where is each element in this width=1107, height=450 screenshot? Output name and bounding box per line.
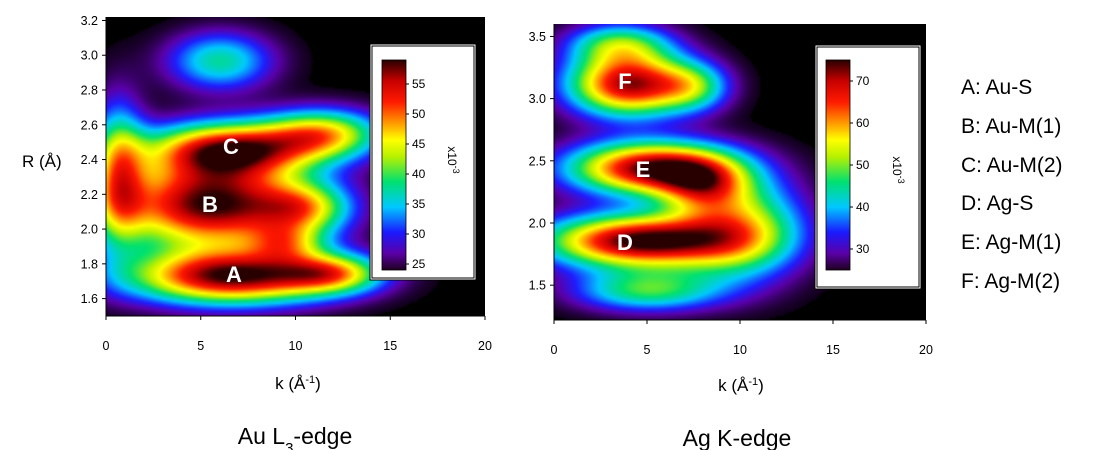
- au-colorbar-tick-label: 30: [412, 227, 426, 241]
- au-y-tick-label: 1.6: [81, 292, 98, 306]
- ag-x-tick-label: 20: [919, 343, 933, 357]
- au-y-tick-label: 2.2: [81, 188, 98, 202]
- legend-item-c: C: Au-M(2): [961, 154, 1063, 177]
- au-x-tick-label: 10: [289, 339, 303, 353]
- ag-colorbar-tick-label: 40: [856, 200, 870, 214]
- au-x-tick-label: 5: [197, 339, 204, 353]
- au-colorbar-frame: [371, 45, 475, 279]
- au-peak-labels: A B C: [202, 134, 242, 287]
- ag-axes: 1.5 2.0 2.5 3.0 3.5 0 5 10 15 20: [529, 24, 933, 357]
- legend-item-b: B: Au-M(1): [961, 115, 1061, 138]
- ag-panel-title: Ag K-edge: [683, 425, 792, 450]
- peak-label-c: C: [223, 134, 239, 159]
- au-x-axis-label: k (Å-1): [275, 374, 321, 393]
- peak-label-f: F: [618, 69, 631, 94]
- ag-y-tick-label: 2.5: [529, 154, 546, 168]
- ag-y-tick-label: 1.5: [529, 279, 546, 293]
- au-y-tick-label: 2.4: [81, 153, 98, 167]
- legend-item-d: D: Ag-S: [961, 192, 1033, 215]
- au-colorbar-tick-label: 25: [412, 257, 426, 271]
- ag-x-tick-label: 0: [551, 343, 558, 357]
- au-colorbar-tick-label: 55: [412, 77, 426, 91]
- au-y-tick-label: 1.8: [81, 257, 98, 271]
- au-x-tick-label: 15: [383, 339, 397, 353]
- au-y-tick-label: 2.0: [81, 223, 98, 237]
- au-y-tick-label: 3.2: [81, 14, 98, 28]
- ag-y-tick-label: 3.0: [529, 92, 546, 106]
- ag-x-tick-label: 5: [644, 343, 651, 357]
- au-x-tick-label: 0: [103, 339, 110, 353]
- ag-x-tick-label: 10: [733, 343, 747, 357]
- au-x-tick-label: 20: [478, 339, 492, 353]
- au-panel-title: Au L3-edge: [238, 423, 353, 450]
- au-colorbar-ticks: 25 30 35 40 45 50 55: [406, 77, 426, 271]
- peak-label-a: A: [226, 262, 242, 287]
- ag-y-tick-label: 3.5: [529, 30, 546, 44]
- peak-label-d: D: [617, 230, 633, 255]
- au-y-tick-label: 3.0: [81, 49, 98, 63]
- au-colorbar-multiplier: x10-3: [445, 146, 461, 173]
- peak-assignment-legend: A: Au-S B: Au-M(1) C: Au-M(2) D: Ag-S E:…: [961, 76, 1063, 293]
- legend-item-a: A: Au-S: [961, 76, 1032, 99]
- ag-panel: D E F 30 40 50 60 70 x10-3 1.5 2.0 2.5 3.0 3.5 0 5…: [529, 24, 933, 450]
- au-y-axis-label: R (Å): [22, 152, 62, 171]
- legend-item-e: E: Ag-M(1): [961, 231, 1061, 254]
- au-y-tick-label: 2.6: [81, 118, 98, 132]
- au-colorbar-tick-label: 45: [412, 137, 426, 151]
- ag-colorbar-frame: [816, 46, 920, 288]
- peak-label-b: B: [202, 192, 218, 217]
- peak-label-e: E: [636, 157, 651, 182]
- ag-peak-labels: D E F: [617, 69, 650, 255]
- ag-colorbar-multiplier: x10-3: [890, 156, 906, 183]
- ag-colorbar: [825, 59, 851, 271]
- ag-colorbar-ticks: 30 40 50 60 70: [850, 74, 870, 256]
- legend-item-f: F: Ag-M(2): [961, 270, 1060, 293]
- au-colorbar: [381, 59, 407, 271]
- ag-y-tick-label: 2.0: [529, 216, 546, 230]
- ag-colorbar-tick-label: 50: [856, 158, 870, 172]
- ag-colorbar-tick-label: 60: [856, 116, 870, 130]
- au-colorbar-tick-label: 50: [412, 107, 426, 121]
- au-colorbar-tick-label: 40: [412, 167, 426, 181]
- ag-colorbar-tick-label: 70: [856, 74, 870, 88]
- au-y-tick-label: 2.8: [81, 84, 98, 98]
- ag-colorbar-tick-label: 30: [856, 242, 870, 256]
- ag-x-axis-label: k (Å-1): [718, 376, 764, 395]
- au-colorbar-tick-label: 35: [412, 197, 426, 211]
- ag-x-tick-label: 15: [826, 343, 840, 357]
- au-axes: 1.6 1.8 2.0 2.2 2.4 2.6 2.8 3.0 3.2 0 5 10 15 20: [81, 14, 492, 353]
